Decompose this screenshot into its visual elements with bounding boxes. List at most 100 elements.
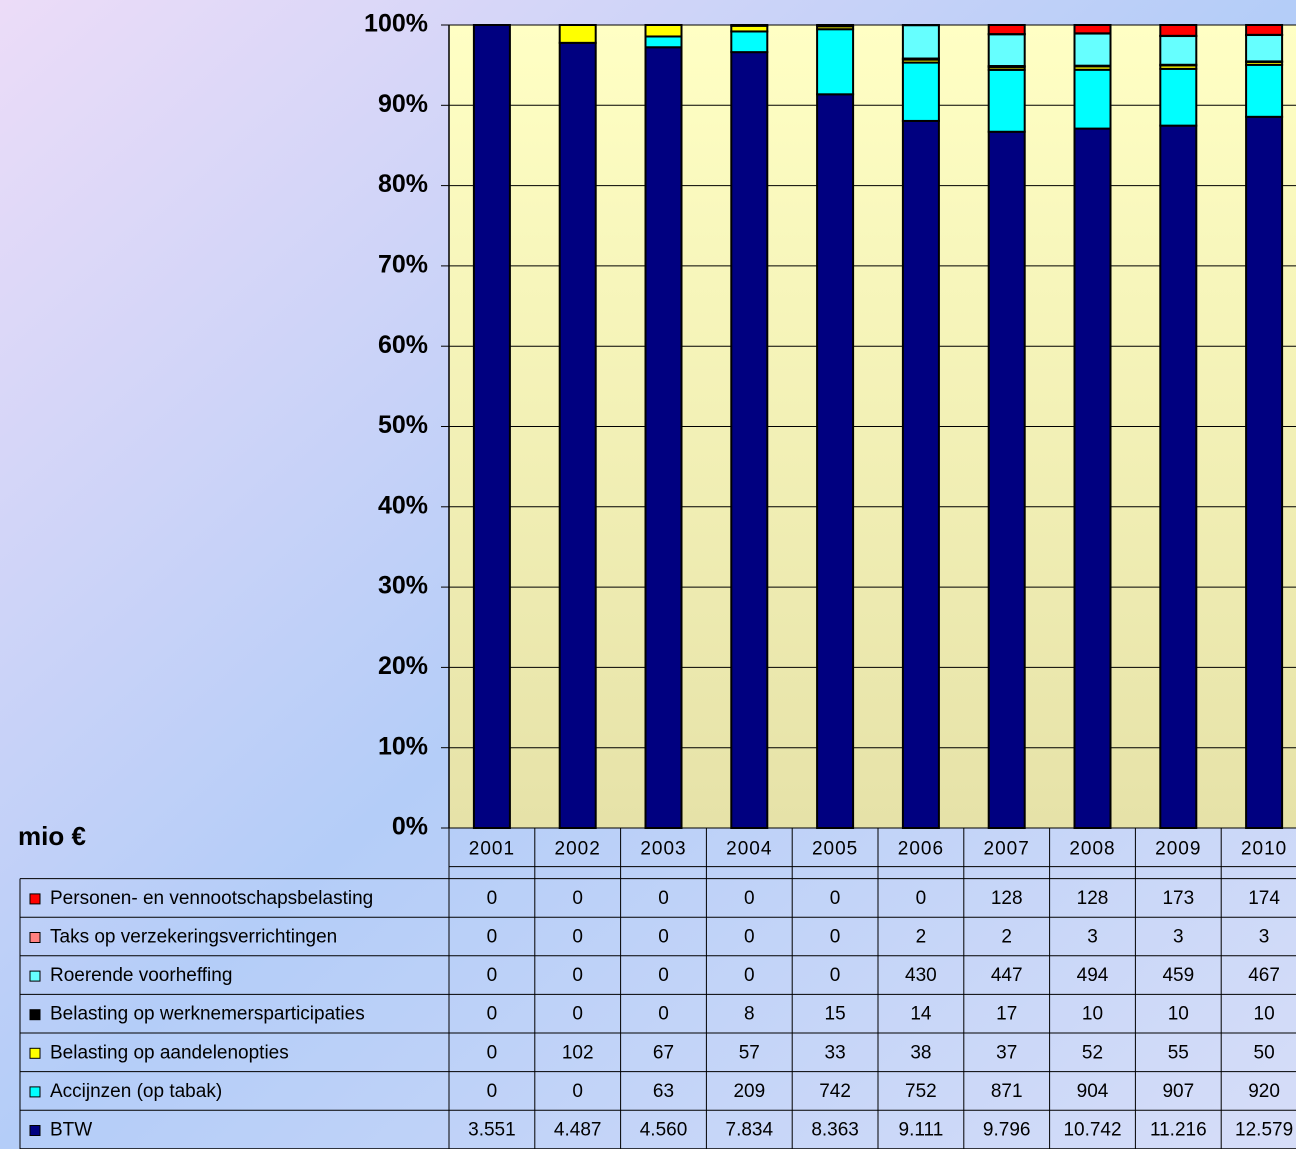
bar-segment bbox=[987, 130, 1026, 829]
table-cell: 8.363 bbox=[811, 1120, 859, 1141]
bar-segment bbox=[644, 46, 683, 829]
table-cell: 10.742 bbox=[1063, 1120, 1121, 1141]
table-cell: 0 bbox=[830, 927, 841, 948]
bar-segment bbox=[1245, 34, 1284, 63]
bar-segment bbox=[644, 24, 683, 38]
table-cell: 10 bbox=[1168, 1004, 1189, 1025]
unit-label: mio € bbox=[18, 821, 86, 851]
bar-segment bbox=[1073, 127, 1112, 830]
table-cell: 0 bbox=[744, 927, 755, 948]
table-cell: 0 bbox=[830, 965, 841, 986]
bar-segment bbox=[1073, 68, 1112, 130]
table-cell: 17 bbox=[996, 1004, 1017, 1025]
table-cell: 0 bbox=[830, 888, 841, 909]
y-tick-label: 100% bbox=[364, 10, 428, 38]
table-cell: 4.487 bbox=[554, 1120, 602, 1141]
table-cell: 0 bbox=[572, 1004, 583, 1025]
legend-label: Belasting op aandelenopties bbox=[50, 1042, 289, 1063]
legend-label: Accijnzen (op tabak) bbox=[50, 1081, 222, 1102]
table-cell: 447 bbox=[991, 965, 1023, 986]
bar-segment bbox=[644, 35, 683, 49]
bar-segment bbox=[730, 51, 769, 829]
table-cell: 67 bbox=[653, 1042, 674, 1063]
legend-marker bbox=[29, 1047, 41, 1059]
table-cell: 33 bbox=[825, 1042, 846, 1063]
y-tick-label: 30% bbox=[378, 572, 428, 600]
table-cell: 430 bbox=[905, 965, 937, 986]
table-cell: 0 bbox=[658, 888, 669, 909]
x-tick-label: 2009 bbox=[1155, 838, 1201, 859]
bar-segment bbox=[1245, 63, 1284, 118]
table-cell: 37 bbox=[996, 1042, 1017, 1063]
legend-label: Roerende voorheffing bbox=[50, 965, 232, 986]
table-cell: 173 bbox=[1162, 888, 1194, 909]
table-cell: 11.216 bbox=[1150, 1120, 1207, 1141]
table-cell: 209 bbox=[733, 1081, 765, 1102]
table-cell: 0 bbox=[487, 888, 498, 909]
table-cell: 0 bbox=[658, 927, 669, 948]
y-tick-label: 90% bbox=[378, 90, 428, 118]
table-cell: 52 bbox=[1082, 1042, 1103, 1063]
table-cell: 8 bbox=[744, 1004, 755, 1025]
table-cell: 904 bbox=[1077, 1081, 1109, 1102]
table-cell: 14 bbox=[910, 1004, 932, 1025]
table-cell: 2 bbox=[1001, 927, 1012, 948]
y-tick-label: 10% bbox=[378, 732, 428, 760]
x-tick-label: 2004 bbox=[726, 838, 772, 859]
table-cell: 15 bbox=[825, 1004, 846, 1025]
table-cell: 102 bbox=[562, 1042, 594, 1063]
table-cell: 50 bbox=[1254, 1042, 1275, 1063]
table-cell: 12.579 bbox=[1235, 1120, 1293, 1141]
x-tick-label: 2005 bbox=[812, 838, 858, 859]
table-cell: 2 bbox=[916, 927, 927, 948]
table-cell: 3.551 bbox=[468, 1120, 516, 1141]
table-cell: 494 bbox=[1077, 965, 1109, 986]
table-cell: 467 bbox=[1248, 965, 1280, 986]
x-tick-label: 2006 bbox=[898, 838, 944, 859]
table-cell: 3 bbox=[1087, 927, 1098, 948]
x-tick-label: 2008 bbox=[1069, 838, 1115, 859]
bar-segment bbox=[1073, 32, 1112, 67]
bar-segment bbox=[901, 119, 940, 829]
table-cell: 128 bbox=[1077, 888, 1109, 909]
table-cell: 57 bbox=[739, 1042, 760, 1063]
legend-marker bbox=[29, 1009, 41, 1021]
table-cell: 907 bbox=[1162, 1081, 1194, 1102]
table-cell: 0 bbox=[487, 1042, 498, 1063]
bar-segment bbox=[1245, 115, 1284, 830]
bar-segment bbox=[987, 33, 1026, 68]
table-cell: 0 bbox=[916, 888, 927, 909]
bar-segment bbox=[1245, 24, 1284, 36]
table-cell: 0 bbox=[658, 1004, 669, 1025]
bar-segment bbox=[816, 24, 855, 28]
y-tick-label: 20% bbox=[378, 652, 428, 680]
bar-segment bbox=[1159, 35, 1198, 66]
table-cell: 128 bbox=[991, 888, 1023, 909]
y-tick-label: 0% bbox=[392, 813, 428, 841]
table-cell: 0 bbox=[487, 965, 498, 986]
table-cell: 0 bbox=[572, 1081, 583, 1102]
x-tick-label: 2007 bbox=[984, 838, 1030, 859]
y-tick-label: 60% bbox=[378, 331, 428, 359]
legend-marker bbox=[29, 932, 41, 943]
table-cell: 0 bbox=[572, 927, 583, 948]
table-cell: 0 bbox=[658, 965, 669, 986]
table-cell: 0 bbox=[487, 927, 498, 948]
table-cell: 871 bbox=[991, 1081, 1023, 1102]
table-cell: 0 bbox=[487, 1081, 498, 1102]
bar-segment bbox=[730, 30, 769, 54]
table-cell: 752 bbox=[905, 1081, 937, 1102]
bar-segment bbox=[987, 68, 1026, 133]
table-cell: 7.834 bbox=[726, 1120, 774, 1141]
x-tick-label: 2002 bbox=[555, 838, 601, 859]
y-tick-label: 80% bbox=[378, 170, 428, 198]
bar-segment bbox=[987, 24, 1026, 36]
bar-segment bbox=[1159, 24, 1198, 37]
bar-segment bbox=[901, 24, 940, 60]
bar-segment bbox=[816, 93, 855, 830]
legend-label: Belasting op werknemersparticipaties bbox=[50, 1004, 365, 1025]
table-cell: 10 bbox=[1254, 1004, 1275, 1025]
legend-marker bbox=[29, 970, 41, 982]
table-cell: 10 bbox=[1082, 1004, 1103, 1025]
